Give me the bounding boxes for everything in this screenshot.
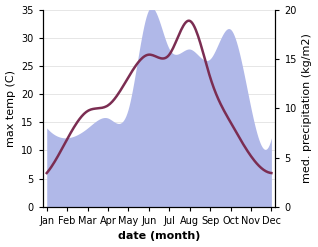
X-axis label: date (month): date (month) [118, 231, 200, 242]
Y-axis label: med. precipitation (kg/m2): med. precipitation (kg/m2) [302, 33, 313, 183]
Y-axis label: max temp (C): max temp (C) [5, 70, 16, 147]
